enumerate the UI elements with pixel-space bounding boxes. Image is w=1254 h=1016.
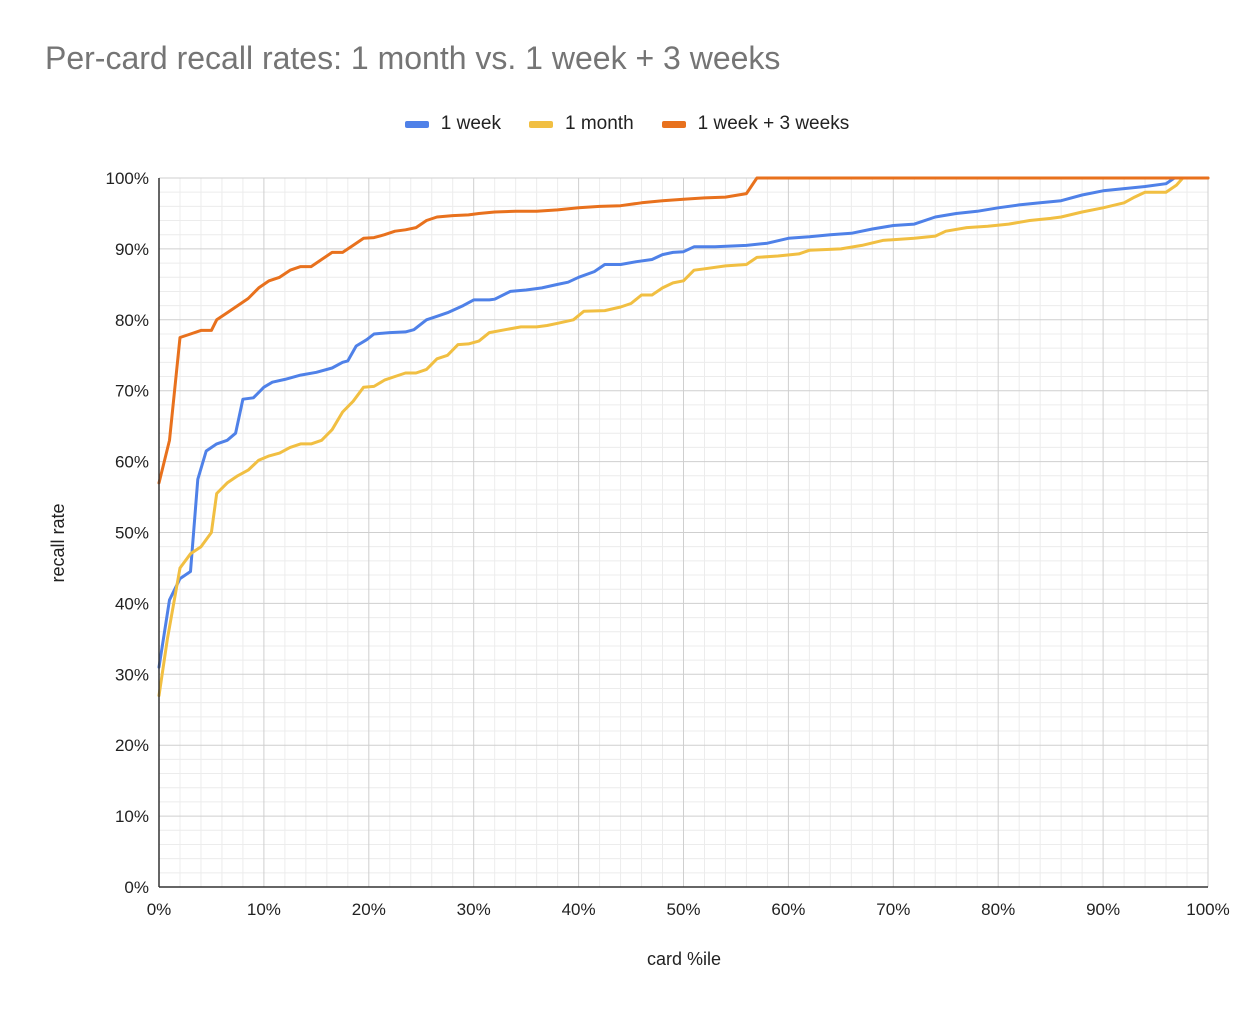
x-tick-label: 40% — [562, 900, 596, 919]
x-tick-label: 100% — [1186, 900, 1229, 919]
series-line-1-month — [157, 176, 1210, 698]
legend-label-1-week: 1 week — [440, 113, 501, 134]
y-tick-label: 10% — [115, 807, 149, 826]
x-tick-label: 10% — [247, 900, 281, 919]
y-tick-label: 50% — [115, 524, 149, 543]
y-tick-label: 70% — [115, 382, 149, 401]
y-tick-label: 30% — [115, 665, 149, 684]
y-tick-label: 60% — [115, 453, 149, 472]
legend-item-1-week-3-weeks[interactable]: 1 week + 3 weeks — [661, 113, 850, 135]
major-gridlines — [158, 177, 1209, 888]
y-axis-label: recall rate — [48, 503, 68, 582]
x-tick-label: 70% — [876, 900, 910, 919]
legend-item-1-month[interactable]: 1 month — [528, 113, 634, 135]
y-tick-label: 20% — [115, 736, 149, 755]
legend-label-1-month: 1 month — [564, 113, 634, 134]
legend-swatch-1-month — [528, 120, 553, 128]
x-tick-label: 90% — [1086, 900, 1120, 919]
axes — [158, 178, 1208, 888]
x-tick-labels: 0% 10% 20% 30% 40% 50% 60% 70% 80% 90% 100% — [147, 900, 1230, 919]
series-line-1-week-3-weeks — [157, 176, 1210, 485]
legend-item-1-week[interactable]: 1 week — [404, 113, 501, 135]
y-tick-label: 80% — [115, 311, 149, 330]
x-tick-label: 60% — [771, 900, 805, 919]
y-tick-labels: 0% 10% 20% 30% 40% 50% 60% 70% 80% 90% 100% — [106, 169, 149, 897]
y-tick-label: 90% — [115, 240, 149, 259]
legend-label-1-week-3-weeks: 1 week + 3 weeks — [697, 113, 850, 134]
y-tick-label: 100% — [106, 169, 149, 188]
x-tick-label: 0% — [147, 900, 172, 919]
y-tick-label: 40% — [115, 594, 149, 613]
legend-swatch-1-week-3-weeks — [661, 120, 686, 128]
x-tick-label: 80% — [981, 900, 1015, 919]
x-tick-label: 30% — [457, 900, 491, 919]
x-axis-label: card %ile — [647, 949, 721, 969]
x-tick-label: 50% — [666, 900, 700, 919]
x-tick-label: 20% — [352, 900, 386, 919]
legend: 1 week 1 month 1 week + 3 weeks — [0, 110, 1254, 138]
series-layer — [157, 176, 1210, 698]
legend-swatch-1-week — [404, 120, 429, 128]
y-tick-label: 0% — [124, 878, 149, 897]
series-line-1-week — [157, 176, 1210, 669]
chart-title: Per-card recall rates: 1 month vs. 1 wee… — [45, 40, 781, 76]
